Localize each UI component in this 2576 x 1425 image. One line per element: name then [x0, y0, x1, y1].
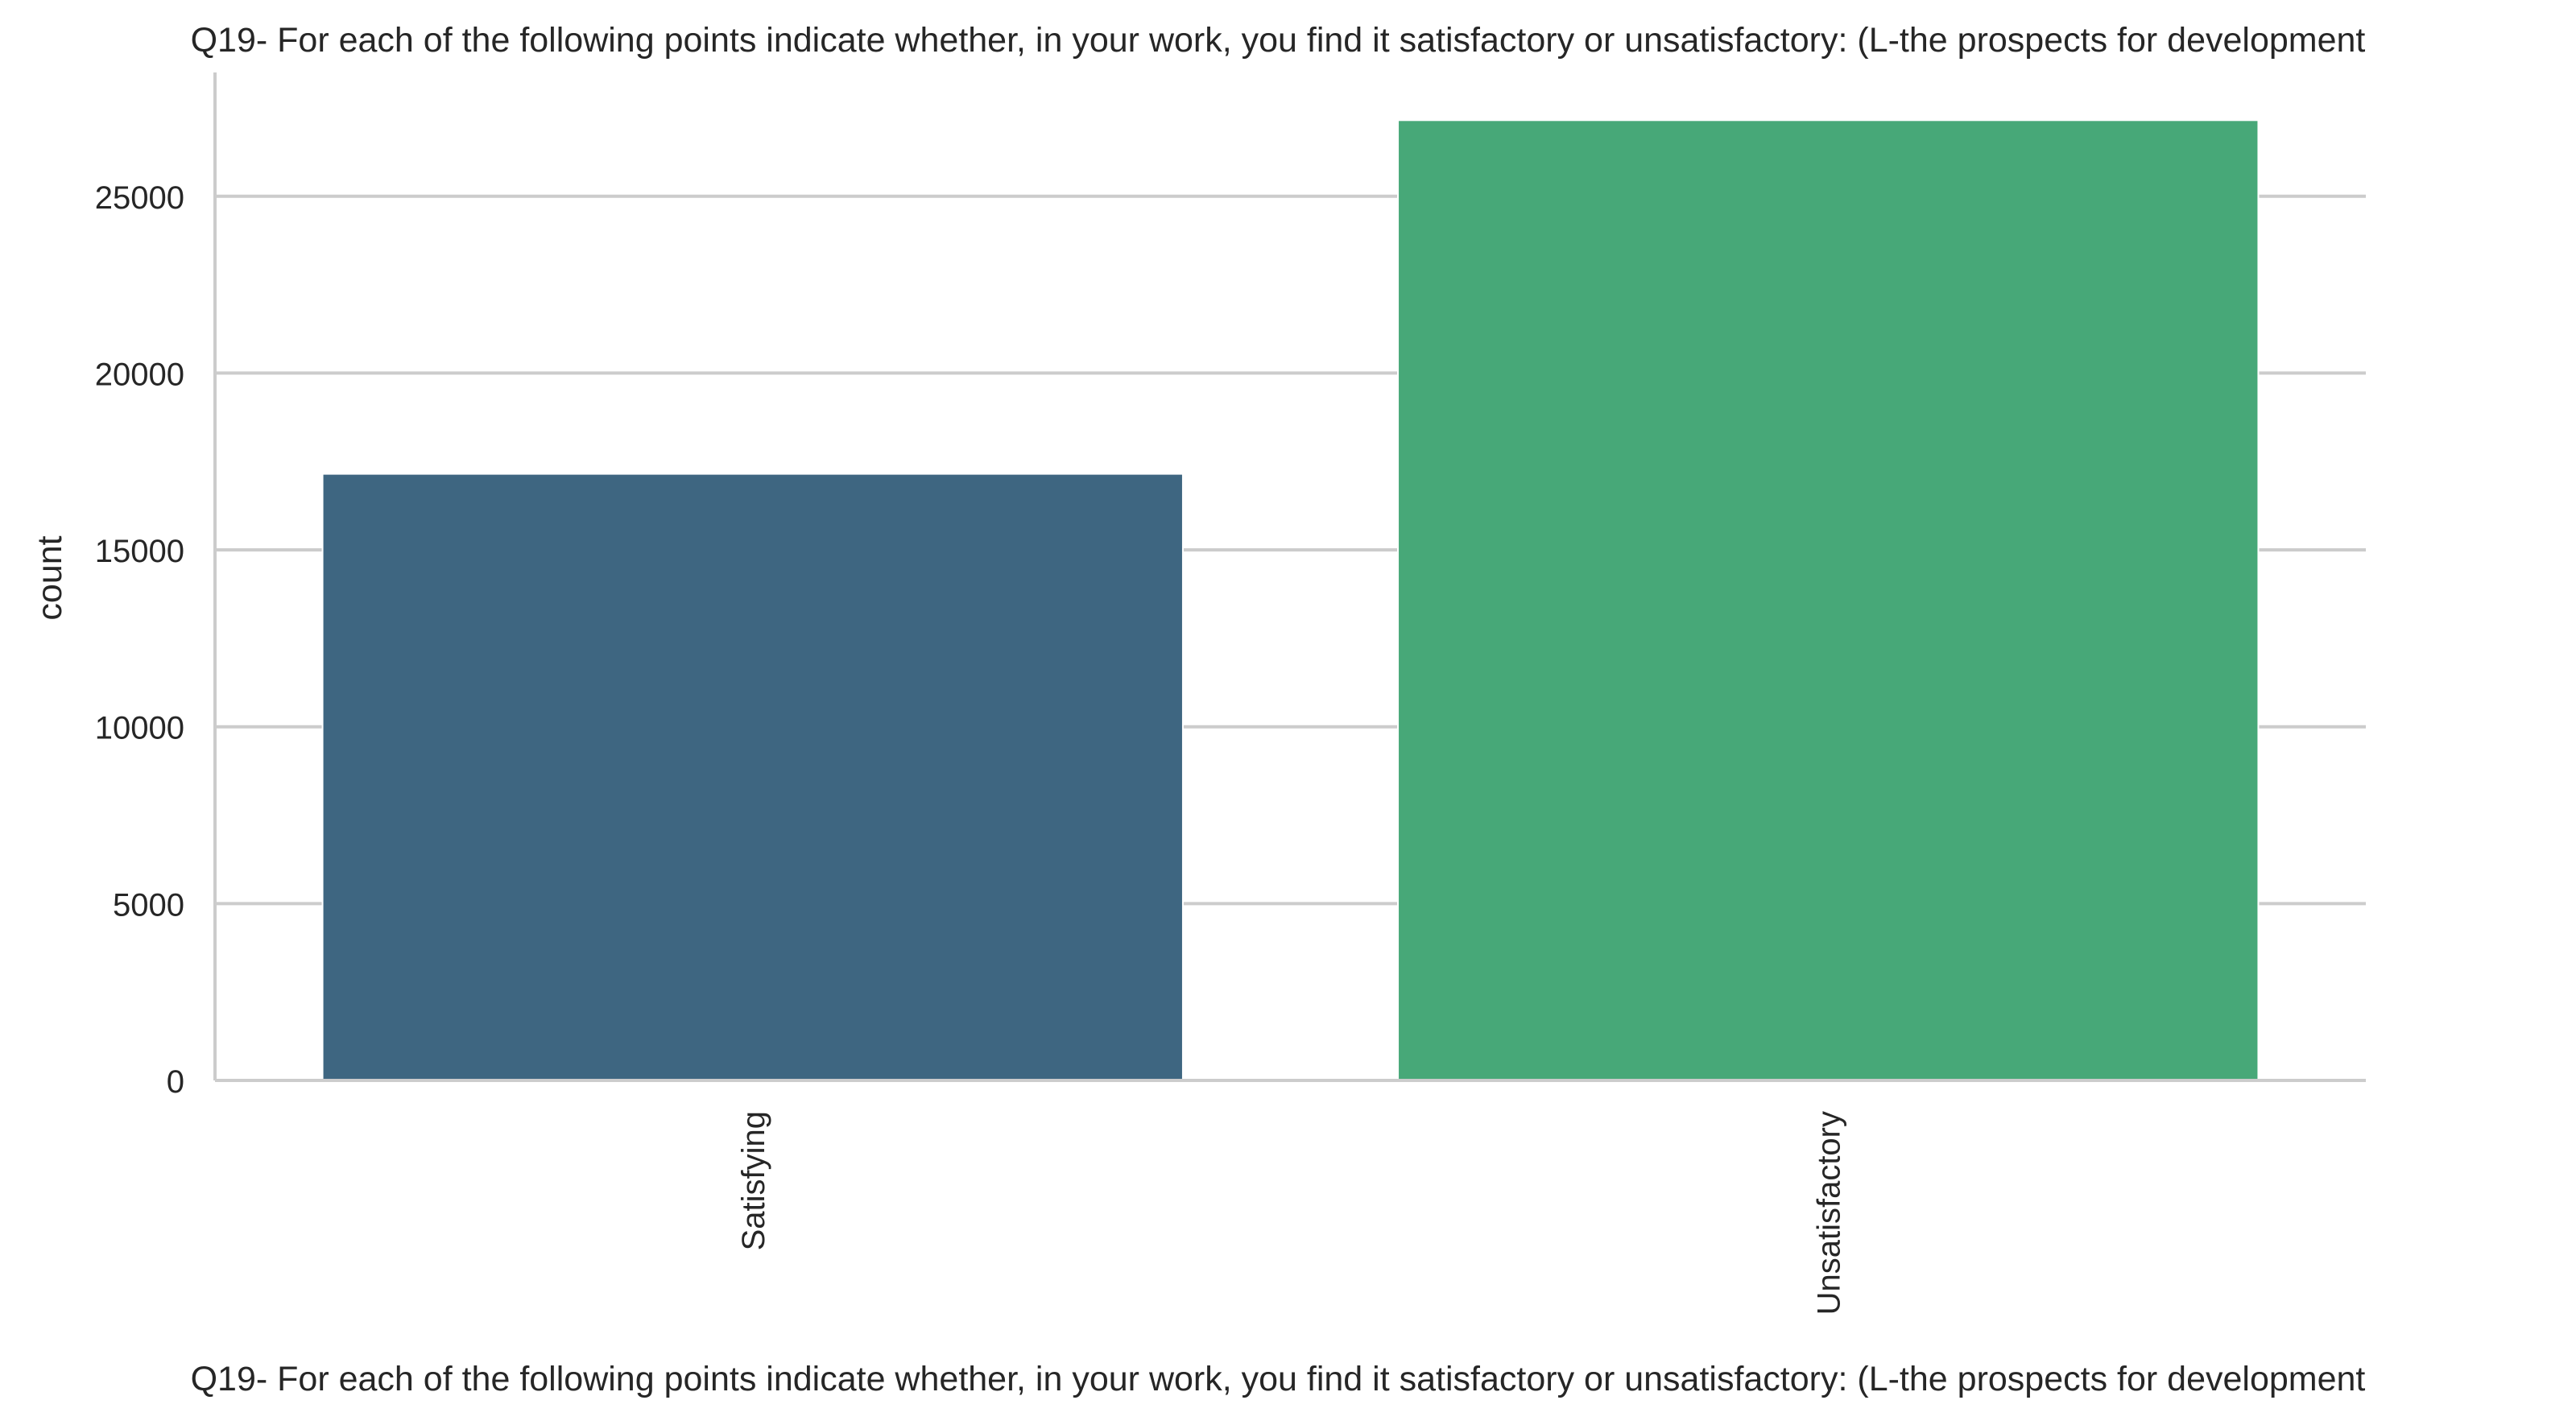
- y-tick-label: 20000: [95, 357, 184, 392]
- y-tick-label: 5000: [113, 887, 184, 923]
- y-axis-label: count: [31, 535, 69, 620]
- y-tick-label: 15000: [95, 534, 184, 569]
- y-tick-label: 25000: [95, 180, 184, 216]
- x-tick-label: Unsatisfactory: [1811, 1111, 1846, 1315]
- x-tick-label: Satisfying: [736, 1111, 771, 1250]
- bar-satisfying: [321, 473, 1184, 1081]
- axes: [213, 72, 2366, 1082]
- y-tick-label: 10000: [95, 711, 184, 746]
- bar-unsatisfactory: [1397, 119, 2260, 1081]
- x-axis-label: Q19- For each of the following points in…: [191, 1360, 2366, 1398]
- bars: [321, 119, 2260, 1081]
- y-tick-label: 0: [167, 1064, 184, 1100]
- y-tick-labels: 0 5000 10000 15000 20000 25000: [95, 180, 184, 1100]
- x-tick-labels: Satisfying Unsatisfactory: [736, 1111, 1847, 1315]
- chart-title: Q19- For each of the following points in…: [191, 21, 2366, 60]
